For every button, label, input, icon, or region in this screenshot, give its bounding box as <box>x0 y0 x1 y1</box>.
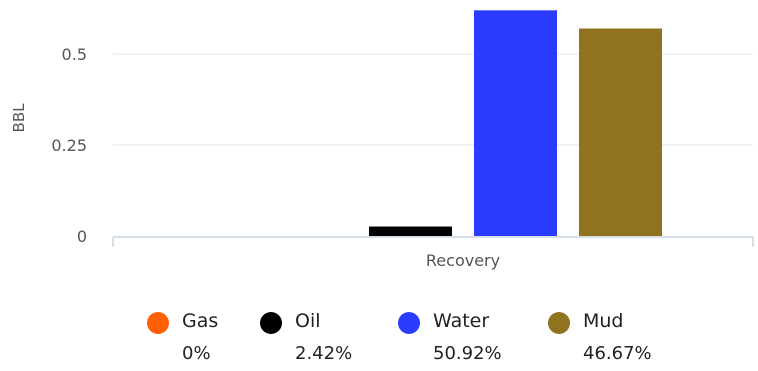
legend-percent: 2.42% <box>295 343 353 364</box>
legend-percent: 0% <box>182 343 211 364</box>
y-tick-label: 0 <box>77 227 87 246</box>
legend-label: Gas <box>182 310 219 332</box>
legend-item-water[interactable]: Water 50.92% <box>398 306 548 368</box>
bar-oil[interactable] <box>369 226 452 236</box>
legend-item-gas[interactable]: Gas 0% <box>147 306 297 368</box>
gas-dot-icon <box>147 312 169 334</box>
water-dot-icon <box>398 312 420 334</box>
legend-item-mud[interactable]: Mud 46.67% <box>548 306 698 368</box>
legend: Gas 0% Oil 2.42% Water 50.92% Mud 46.67% <box>0 306 758 371</box>
bar-mud[interactable] <box>579 28 662 236</box>
legend-percent: 46.67% <box>583 343 652 364</box>
oil-dot-icon <box>260 312 282 334</box>
y-axis-title: BBL <box>10 103 28 133</box>
y-tick-label: 0.5 <box>62 45 87 64</box>
bar-water[interactable] <box>474 10 557 236</box>
legend-label: Mud <box>583 310 624 332</box>
mud-dot-icon <box>548 312 570 334</box>
y-tick-label: 0.25 <box>51 136 87 155</box>
bars <box>369 10 662 236</box>
legend-label: Water <box>433 310 490 332</box>
bar-chart: 0 0.25 0.5 Recovery BBL <box>10 10 754 270</box>
y-axis-ticks: 0 0.25 0.5 <box>51 45 87 246</box>
legend-percent: 50.92% <box>433 343 502 364</box>
legend-item-oil[interactable]: Oil 2.42% <box>260 306 410 368</box>
x-category-label: Recovery <box>426 251 500 270</box>
legend-label: Oil <box>295 310 321 332</box>
